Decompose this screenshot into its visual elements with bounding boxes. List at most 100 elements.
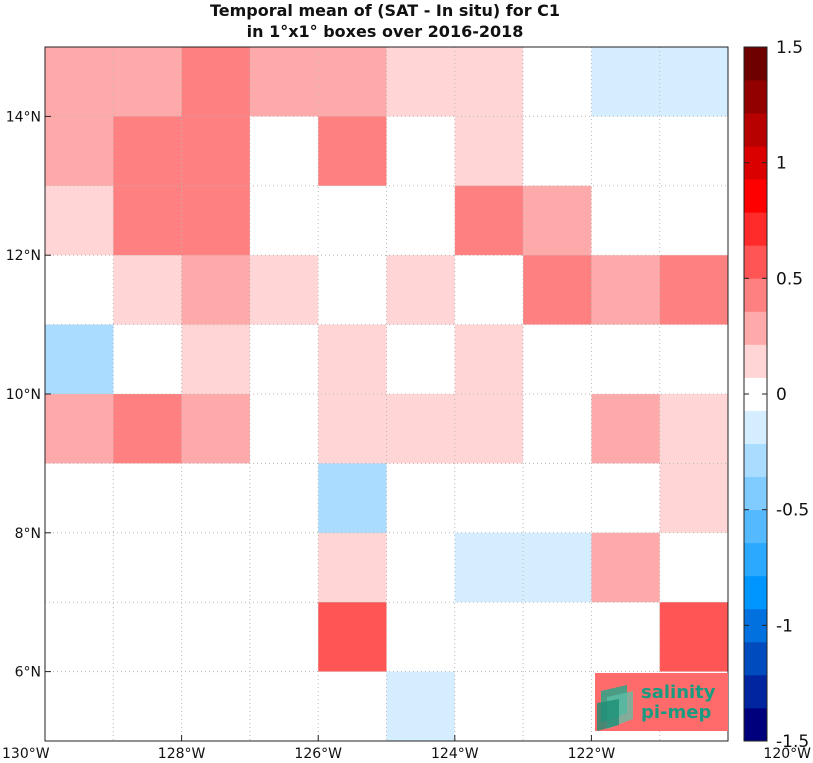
heatmap-cell: [454, 324, 524, 395]
colorbar-segment: [744, 443, 767, 478]
colorbar-segment: [744, 707, 767, 742]
heatmap-cell: [318, 185, 387, 256]
heatmap-cell: [113, 532, 182, 603]
heatmap-cell: [591, 116, 660, 187]
colorbar-segment: [744, 674, 767, 709]
heatmap-cell: [591, 185, 660, 256]
colorbar-ticks: 1.5 1 0.5 0 -0.5 -1 -1.5: [744, 38, 809, 752]
heatmap-cell: [181, 255, 251, 325]
heatmap-cell: [591, 532, 660, 603]
logo-line-1: salinity: [641, 682, 716, 703]
colorbar-tick-label: -0.5: [776, 501, 809, 521]
heatmap-cell: [249, 116, 319, 187]
heatmap-cell: [318, 255, 387, 325]
heatmap-cell: [523, 463, 592, 534]
colorbar-segment: [744, 575, 767, 610]
heatmap-cell: [181, 394, 251, 464]
heatmap-cell: [113, 185, 182, 256]
heatmap-cell: [318, 394, 387, 464]
colorbar-segment: [744, 245, 767, 279]
colorbar-segment: [744, 179, 767, 213]
salinity-pi-mep-logo: salinity pi-mep: [595, 673, 728, 731]
heatmap-cell: [113, 671, 182, 742]
colorbar-tick-label: -1: [776, 616, 793, 636]
heatmap-cell: [249, 255, 319, 325]
heatmap-cell: [659, 394, 729, 464]
heatmap-cell: [659, 116, 729, 187]
heatmap-cell: [386, 463, 456, 534]
chart-title: Temporal mean of (SAT - In situ) for C1 …: [40, 0, 730, 42]
heatmap-cell: [659, 185, 729, 256]
heatmap-cell: [386, 671, 456, 742]
heatmap-cell: [318, 532, 387, 603]
heatmap-cell: [386, 185, 456, 256]
heatmap-cell: [659, 47, 729, 117]
colorbar-segment: [744, 410, 767, 444]
heatmap-cell: [386, 255, 456, 325]
colorbar-segment: [744, 476, 767, 511]
heatmap-cell: [523, 324, 592, 395]
heatmap-cell: [249, 47, 319, 117]
heatmap-cell: [454, 255, 524, 325]
colorbar-segment: [744, 641, 767, 676]
heatmap-cell: [591, 255, 660, 325]
heatmap-cell: [523, 185, 592, 256]
y-tick-label: 10°N: [6, 387, 41, 403]
heatmap-cell: [181, 602, 251, 672]
heatmap-cell: [318, 671, 387, 742]
heatmap-cell: [454, 463, 524, 534]
heatmap-cell: [181, 532, 251, 603]
heatmap-cell: [659, 602, 729, 672]
heatmap-cell: [318, 602, 387, 672]
heatmap-cell: [591, 602, 660, 672]
heatmap-cell: [113, 463, 182, 534]
y-tick-label: 12°N: [6, 248, 41, 264]
y-tick-label: 8°N: [15, 526, 41, 542]
heatmap-cell: [386, 532, 456, 603]
y-tick-label: 14°N: [6, 109, 41, 125]
colorbar-tick-label: -1.5: [776, 732, 809, 752]
heatmap-cell: [523, 47, 592, 117]
heatmap-cell: [523, 671, 592, 742]
heatmap-cell: [386, 602, 456, 672]
heatmap-cell: [113, 602, 182, 672]
heatmap-cell: [45, 463, 114, 534]
heatmap-cell: [454, 394, 524, 464]
heatmap-cell: [386, 47, 456, 117]
heatmap-cell: [249, 602, 319, 672]
heatmap-cell: [523, 394, 592, 464]
logo-waves-icon: [597, 685, 633, 731]
heatmap-cell: [249, 671, 319, 742]
heatmap-cell: [318, 47, 387, 117]
heatmap-cells: [45, 47, 729, 742]
heatmap-cell: [386, 324, 456, 395]
heatmap-cell: [45, 255, 114, 325]
heatmap-cell: [181, 671, 251, 742]
logo-line-2: pi-mep: [641, 702, 712, 723]
heatmap-cell: [181, 463, 251, 534]
heatmap-cell: [181, 185, 251, 256]
colorbar-tick-label: 0.5: [776, 269, 803, 289]
heatmap-cell: [45, 324, 114, 395]
colorbar-segment: [744, 311, 767, 345]
colorbar-segment: [744, 377, 767, 411]
heatmap-cell: [249, 324, 319, 395]
heatmap-cell: [659, 255, 729, 325]
heatmap-cell: [591, 324, 660, 395]
heatmap-cell: [45, 394, 114, 464]
heatmap-cell: [659, 324, 729, 395]
heatmap-cell: [181, 116, 251, 187]
heatmap-cell: [523, 116, 592, 187]
heatmap-cell: [659, 532, 729, 603]
colorbar-segment: [744, 146, 767, 180]
y-tick-label: 6°N: [15, 665, 41, 681]
y-axis-ticks: 6°N 8°N 10°N 12°N 14°N: [6, 109, 51, 681]
x-tick-label: 122°W: [568, 746, 616, 762]
heatmap-cell: [249, 394, 319, 464]
heatmap-cell: [454, 671, 524, 742]
colorbar-segment: [744, 113, 767, 147]
logo-text: salinity pi-mep: [641, 683, 716, 723]
heatmap-cell: [591, 463, 660, 534]
heatmap-cell: [181, 47, 251, 117]
heatmap-cell: [45, 532, 114, 603]
